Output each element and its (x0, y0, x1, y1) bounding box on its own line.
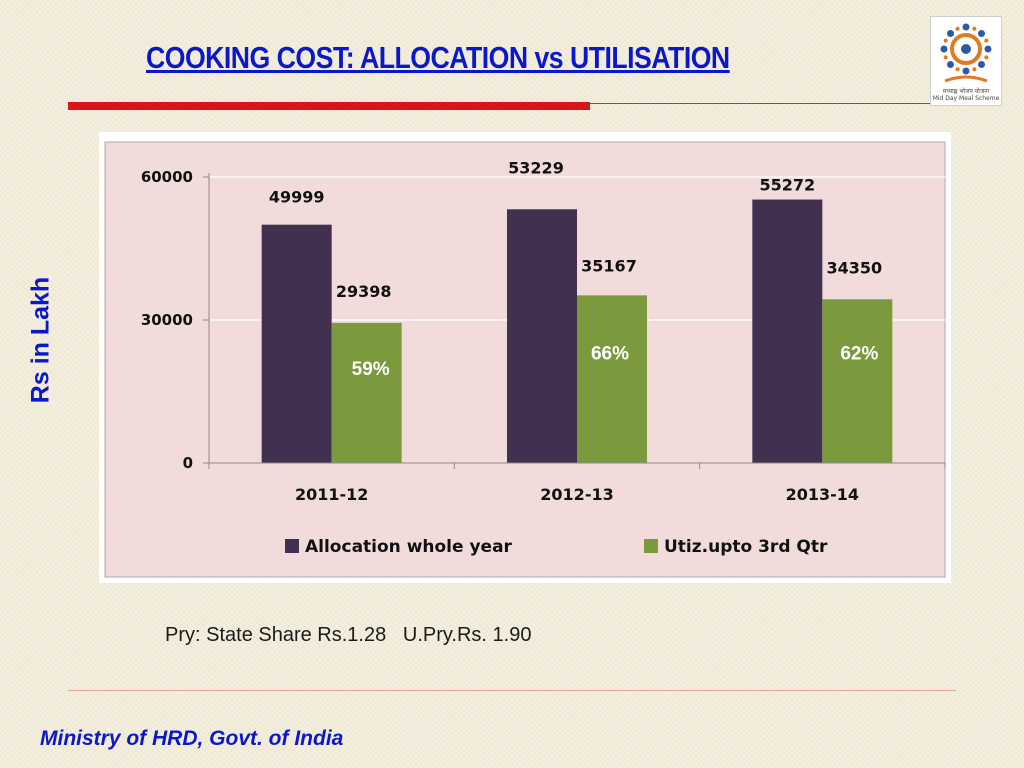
slide-title: COOKING COST: ALLOCATION vs UTILISATION (146, 40, 730, 75)
bar-chart: 49999 29398 59% 2011-12 53229 35167 66% 2012-13… (104, 141, 946, 578)
legend-swatch (644, 539, 658, 553)
allocation-value-label: 53229 (508, 158, 564, 177)
utilisation-value-label: 34350 (826, 258, 882, 277)
y-tick-label: 60000 (141, 168, 193, 186)
utilisation-bar (331, 322, 402, 463)
mid-day-meal-logo-icon: मध्याह्न भोजन योजना Mid Day Meal Scheme (930, 16, 1002, 106)
utilisation-bar (577, 295, 647, 463)
utilisation-percent-label: 59% (352, 359, 390, 380)
x-category-label: 2011-12 (295, 485, 368, 504)
footer-divider (68, 690, 956, 691)
utilisation-percent-label: 66% (591, 343, 629, 364)
y-tick-label: 30000 (141, 311, 193, 329)
y-tick-label: 0 (183, 454, 193, 472)
state-share-note: Pry: State Share Rs.1.28 U.Pry.Rs. 1.90 (165, 624, 532, 646)
allocation-bar (507, 209, 577, 463)
legend-swatch (285, 539, 299, 553)
legend-label: Utiz.upto 3rd Qtr (664, 537, 828, 557)
allocation-value-label: 55272 (759, 176, 815, 195)
allocation-bar (261, 224, 332, 463)
x-category-label: 2013-14 (786, 485, 859, 504)
title-underline-bar (68, 102, 590, 110)
utilisation-percent-label: 62% (840, 343, 878, 364)
utilisation-value-label: 29398 (336, 282, 392, 301)
allocation-bar (752, 199, 823, 463)
x-category-label: 2012-13 (540, 485, 613, 504)
allocation-value-label: 49999 (269, 188, 325, 207)
footer-ministry: Ministry of HRD, Govt. of India (40, 727, 344, 750)
utilisation-value-label: 35167 (581, 256, 637, 275)
utilisation-bar (822, 299, 893, 463)
side-axis-label: Rs in Lakh (26, 276, 55, 404)
title-underline-line (590, 103, 930, 104)
chart-frame: 49999 29398 59% 2011-12 53229 35167 66% 2012-13… (99, 132, 951, 583)
logo-caption: Mid Day Meal Scheme (932, 95, 1000, 102)
legend-label: Allocation whole year (305, 537, 513, 557)
